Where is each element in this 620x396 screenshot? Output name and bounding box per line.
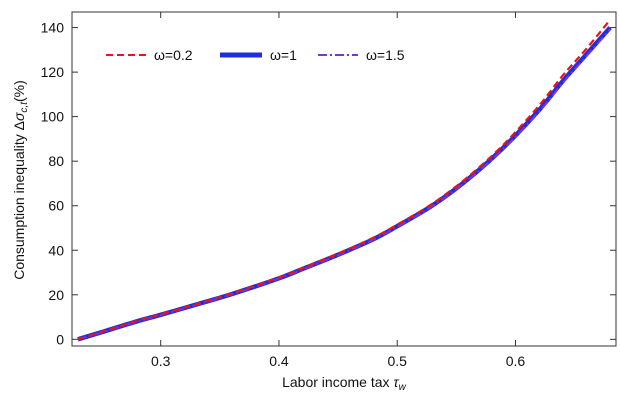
y-tick-label: 60	[48, 198, 64, 214]
x-tick-label: 0.4	[269, 353, 289, 369]
legend-label-omega-0.2: ω=0.2	[154, 47, 193, 63]
y-tick-label: 0	[56, 331, 64, 347]
series-line-1	[77, 26, 612, 342]
plot-frame	[71, 11, 617, 347]
y-axis-title: Consumption inequality Δσc,t(%)	[11, 80, 30, 280]
y-tick-label: 100	[41, 109, 65, 125]
x-tick-label: 0.6	[506, 353, 526, 369]
y-tick-label: 40	[48, 242, 64, 258]
legend-label-omega-1: ω=1	[270, 47, 297, 63]
legend: ω=0.2 ω=1 ω=1.5	[106, 47, 405, 63]
x-tick-label: 0.3	[151, 353, 171, 369]
y-tick-label: 140	[41, 20, 65, 36]
x-axis-title: Labor income tax τw	[282, 374, 407, 393]
series-line-0.2	[77, 19, 611, 341]
y-tick-label: 20	[48, 287, 64, 303]
y-tick-label: 120	[41, 64, 65, 80]
y-tick-label: 80	[48, 153, 64, 169]
x-tick-label: 0.5	[387, 353, 407, 369]
series-line-1.5	[77, 28, 611, 341]
legend-label-omega-1.5: ω=1.5	[366, 47, 405, 63]
